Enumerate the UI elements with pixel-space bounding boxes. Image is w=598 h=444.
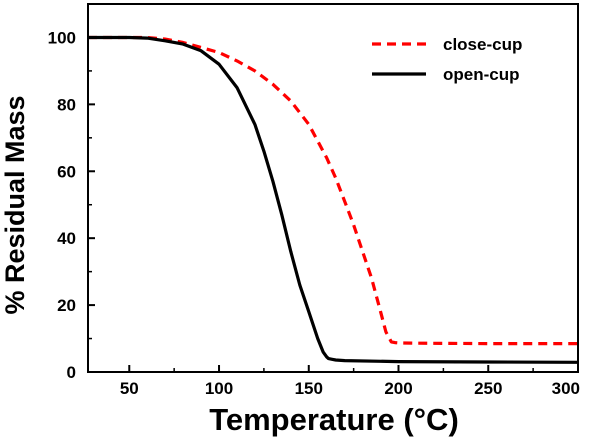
x-tick-label: 100 [205,379,233,398]
x-tick-label: 300 [552,379,580,398]
x-axis-title: Temperature (°C) [209,402,459,437]
legend: close-cup open-cup [372,35,522,84]
y-axis-title: % Residual Mass [0,95,30,314]
series-layer [88,35,579,364]
y-tick-label: 20 [57,296,76,315]
y-tick-label: 60 [57,162,76,181]
y-tick-label: 40 [57,229,76,248]
x-axis-title-unit: °C [414,402,449,437]
legend-label-open-cup: open-cup [443,65,520,84]
y-tick-label: 0 [67,363,76,382]
legend-label-close-cup: close-cup [443,35,522,54]
x-tick-label: 250 [474,379,502,398]
x-tick-label: 200 [384,379,412,398]
axes: 50 100 150 200 250 300 0 20 40 60 80 100 [48,3,580,398]
y-tick-label: 80 [57,95,76,114]
x-axis-title-text: Temperature ( [209,402,414,437]
y-tick-label: 100 [48,28,76,47]
plot-frame [87,3,579,373]
x-tick-label: 50 [120,379,139,398]
series-line-open-cup [88,35,579,364]
x-axis-title-close: ) [448,402,458,437]
series-line-close-cup [88,35,578,346]
x-tick-label: 150 [295,379,323,398]
